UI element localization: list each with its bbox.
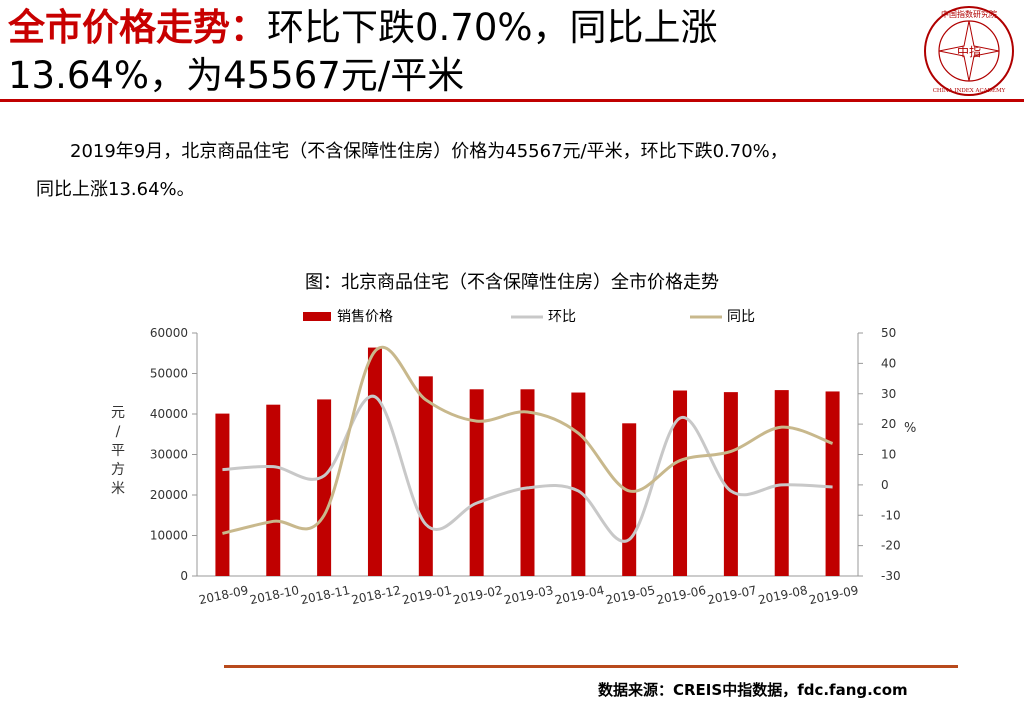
page-title-highlight: 全市价格走势： <box>8 6 267 49</box>
legend-label-huanbi: 环比 <box>548 309 576 325</box>
huanbi-line <box>222 395 833 543</box>
x-tick-label: 2019-02 <box>452 583 504 607</box>
x-tick-label: 2019-06 <box>655 583 707 607</box>
footer-divider <box>224 665 958 668</box>
price-bar <box>520 389 535 576</box>
price-bar <box>317 399 332 576</box>
x-tick-label: 2018-11 <box>299 583 351 607</box>
price-bar <box>774 390 789 576</box>
x-tick-label: 2018-10 <box>248 583 300 607</box>
legend-label-bar: 销售价格 <box>337 309 393 325</box>
price-bar <box>571 392 586 576</box>
summary-line-2: 同比上涨13.64%。 <box>36 179 195 200</box>
title-divider <box>0 99 1024 102</box>
price-bar <box>825 391 840 576</box>
y-axis-label: 元/平方米 <box>111 405 125 497</box>
y2-tick-label: -20 <box>881 539 901 553</box>
price-bar <box>723 392 738 576</box>
x-tick-label: 2018-12 <box>350 583 402 607</box>
price-bar <box>418 376 433 576</box>
price-bar <box>622 423 637 576</box>
y-tick-label: 40000 <box>150 407 188 421</box>
x-tick-label: 2019-09 <box>808 583 860 607</box>
x-tick-label: 2019-01 <box>401 583 453 607</box>
y-tick-label: 30000 <box>150 448 188 462</box>
x-tick-label: 2019-07 <box>706 583 758 607</box>
logo-cn-text: 中国指数研究院 <box>941 9 997 19</box>
price-bar <box>215 413 230 576</box>
y2-tick-label: 50 <box>881 326 896 340</box>
y-tick-label: 0 <box>180 569 188 583</box>
y2-tick-label: 30 <box>881 387 896 401</box>
price-bar <box>367 347 382 576</box>
x-tick-label: 2019-03 <box>503 583 555 607</box>
price-bar <box>469 389 484 576</box>
chart-title: 图：北京商品住宅（不含保障性住房）全市价格走势 <box>305 272 719 293</box>
y2-tick-label: 20 <box>881 417 896 431</box>
x-tick-label: 2019-04 <box>554 583 606 607</box>
y-tick-label: 50000 <box>150 367 188 381</box>
logo-en-text: CHINA INDEX ACADEMY <box>933 88 1006 94</box>
legend-label-tongbi: 同比 <box>727 309 755 325</box>
price-bar <box>673 390 688 576</box>
page-title-line-1: 全市价格走势：环比下跌0.70%，同比上涨 <box>8 6 718 50</box>
logo-center-text: 中指 <box>957 44 981 59</box>
legend-swatch-bar <box>303 312 331 321</box>
y-tick-label: 10000 <box>150 529 188 543</box>
y-tick-label: 20000 <box>150 488 188 502</box>
y2-tick-label: 40 <box>881 356 896 370</box>
data-source: 数据来源：CREIS中指数据，fdc.fang.com <box>598 681 908 699</box>
x-tick-label: 2019-08 <box>757 583 809 607</box>
summary-paragraph: 2019年9月，北京商品住宅（不含保障性住房）价格为45567元/平米，环比下跌… <box>36 133 996 209</box>
page-title-rest: 环比下跌0.70%，同比上涨 <box>267 6 718 49</box>
y2-tick-label: -10 <box>881 508 901 522</box>
tongbi-line <box>222 345 834 535</box>
page-title-line-2: 13.64%，为45567元/平米 <box>8 54 465 97</box>
y2-tick-label: 0 <box>881 478 889 492</box>
y2-tick-label: -30 <box>881 569 901 583</box>
y2-tick-label: 10 <box>881 448 896 462</box>
summary-line-1: 2019年9月，北京商品住宅（不含保障性住房）价格为45567元/平米，环比下跌… <box>70 141 788 162</box>
y-tick-label: 60000 <box>150 326 188 340</box>
y2-axis-label: % <box>904 421 916 436</box>
x-tick-label: 2019-05 <box>604 583 656 607</box>
price-bar <box>266 404 281 576</box>
x-tick-label: 2018-09 <box>198 583 250 607</box>
china-index-academy-logo: 中指 中国指数研究院 CHINA INDEX ACADEMY <box>924 6 1014 96</box>
